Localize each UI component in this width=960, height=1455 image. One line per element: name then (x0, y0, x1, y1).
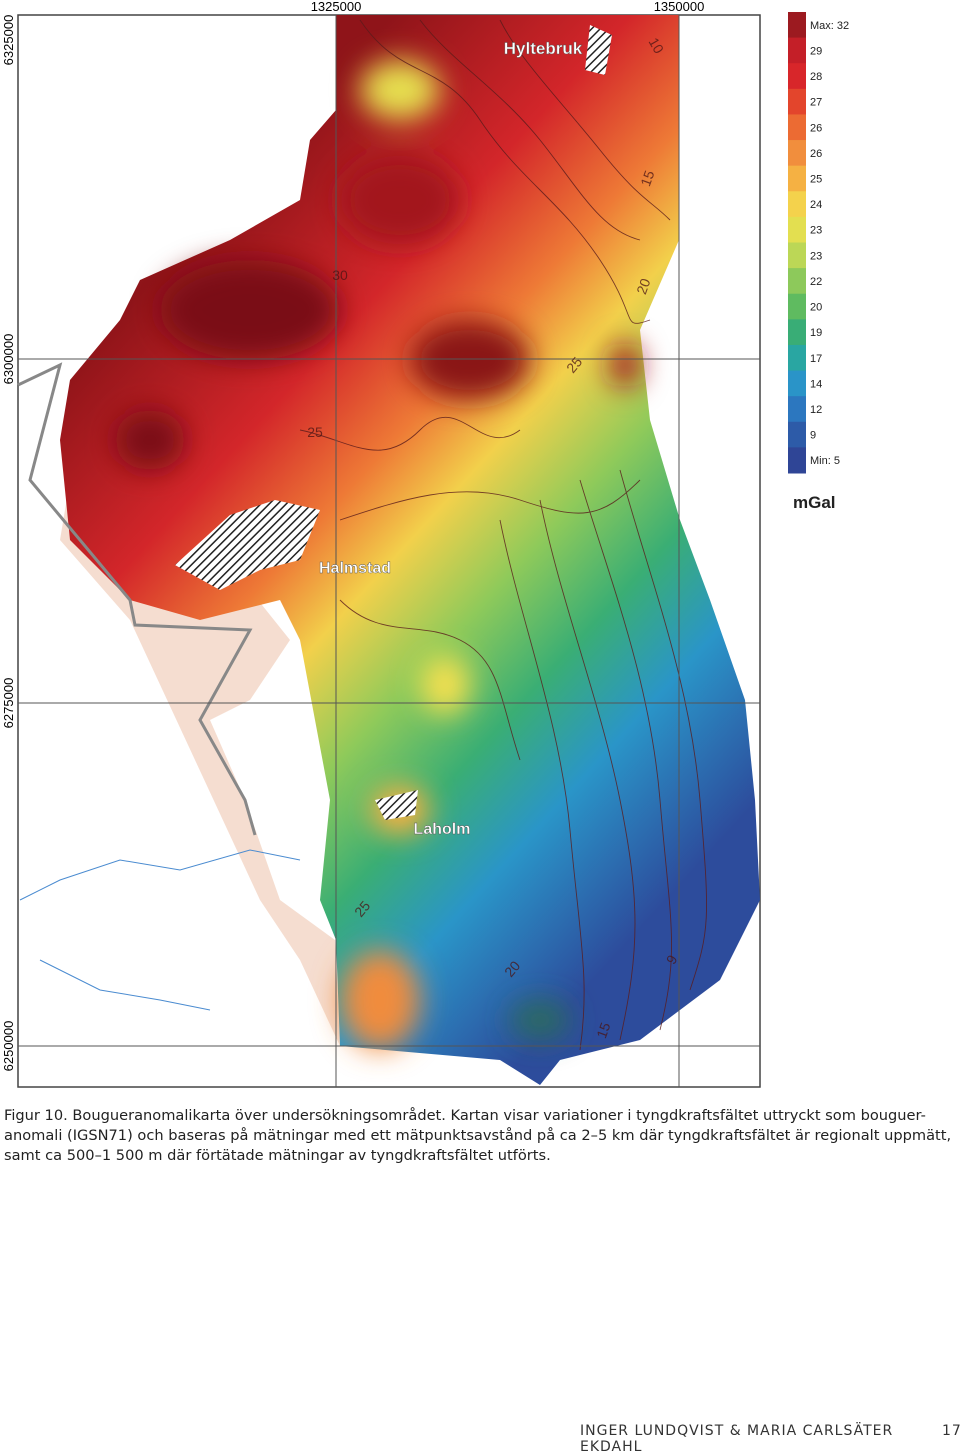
legend-label: 28 (810, 71, 822, 83)
place-name: Halmstad (319, 560, 391, 577)
legend-label: 19 (810, 327, 822, 339)
legend-swatch (788, 63, 806, 90)
legend-label: 20 (810, 302, 822, 314)
legend-swatch (788, 88, 806, 115)
contour-label: 20 (633, 276, 653, 296)
x-coordinate-label: 1350000 (654, 0, 705, 14)
legend-swatch (788, 191, 806, 218)
legend-label: 27 (810, 97, 822, 109)
contour-label: 10 (646, 35, 668, 57)
legend-swatch (788, 114, 806, 141)
legend-label: 14 (810, 378, 822, 390)
legend-label: 24 (810, 199, 822, 211)
map-figure: 1325000 1350000 6325000 6300000 6275000 62500… (1, 0, 849, 1088)
legend-label: 9 (810, 430, 816, 442)
legend-swatch (788, 370, 806, 397)
caption: Figur 10. Bougueranomalikarta över under… (4, 1106, 960, 1166)
legend-label: 26 (810, 122, 822, 134)
legend-label: 23 (810, 225, 822, 237)
legend-swatch (788, 344, 806, 372)
legend-label: 23 (810, 250, 822, 262)
caption-line: anomali (IGSN71) och baseras på mätninga… (4, 1127, 952, 1144)
legend-swatch (788, 268, 806, 295)
legend-swatch (788, 242, 806, 269)
legend-swatch (788, 319, 806, 346)
contour-label: 30 (332, 267, 348, 283)
grid (18, 15, 760, 1087)
contours (299, 19, 708, 1051)
rivers (19, 849, 301, 1011)
legend-swatch (788, 293, 806, 320)
legend-label: Max: 32 (810, 20, 849, 32)
legend-swatch (788, 37, 806, 64)
legend-swatch (788, 140, 806, 167)
legend-label: 22 (810, 276, 822, 288)
contour-label: 15 (637, 168, 657, 188)
y-coordinate-label: 6325000 (1, 15, 16, 66)
footer-authors: INGER LUNDQVIST & MARIA CARLSÄTER EKDAHL (580, 1423, 894, 1455)
place-name: Laholm (414, 821, 471, 838)
legend-swatch (788, 165, 806, 192)
legend-swatch (788, 447, 806, 474)
legend-label: Min: 5 (810, 455, 840, 467)
legend-swatch (788, 216, 806, 243)
place-name: Hyltebruk (504, 39, 583, 58)
y-coordinate-label: 6300000 (1, 334, 16, 385)
y-coordinate-label: 6250000 (1, 1021, 16, 1072)
legend-swatch (788, 12, 806, 39)
legend-unit: mGal (793, 493, 836, 512)
anomaly-blobs (115, 60, 640, 1050)
legend-swatch (788, 396, 806, 423)
hatched-area (175, 500, 320, 590)
contour-label: 25 (307, 424, 323, 440)
legend-label: 26 (810, 148, 822, 160)
page-number: 17 (942, 1423, 960, 1439)
x-coordinate-label: 1325000 (311, 0, 362, 14)
legend-label: 17 (810, 353, 822, 365)
legend-label: 25 (810, 173, 822, 185)
hatched-area (585, 25, 612, 75)
caption-line: Figur 10. Bougueranomalikarta över under… (4, 1107, 926, 1124)
hatched-area (375, 790, 418, 820)
legend-label: 29 (810, 45, 822, 57)
y-coordinate-label: 6275000 (1, 678, 16, 729)
faded-area (60, 480, 340, 1046)
caption-line: samt ca 500–1 500 m där förtätade mätnin… (4, 1147, 551, 1164)
legend-label: 12 (810, 404, 822, 416)
legend-swatch (788, 421, 806, 448)
contour-label: 15 (593, 1020, 613, 1040)
boundary (17, 362, 257, 836)
